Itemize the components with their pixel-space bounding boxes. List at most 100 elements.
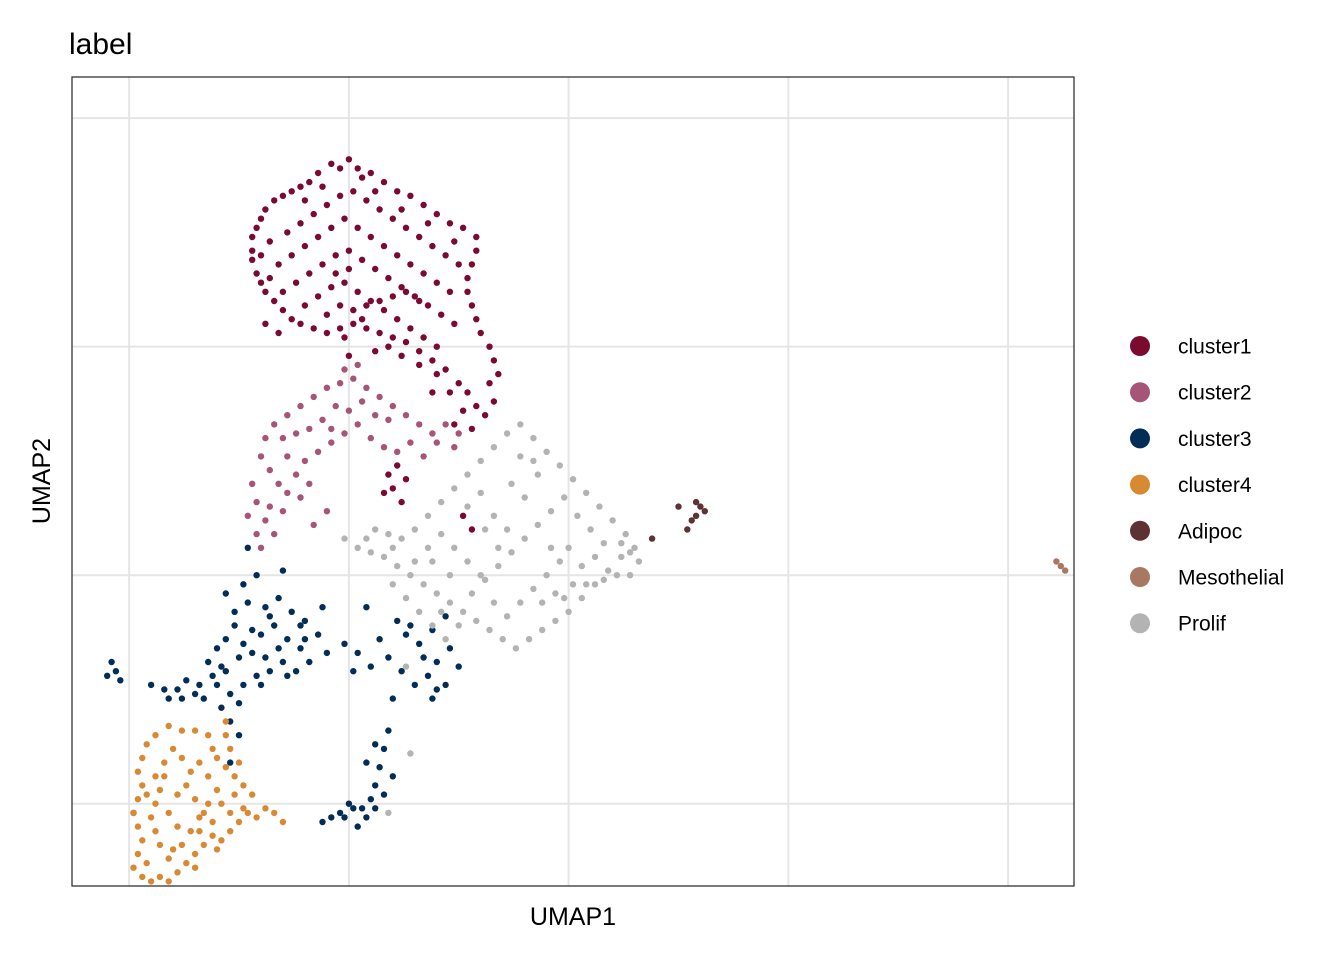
point-cluster4 (178, 841, 186, 849)
point-cluster1 (306, 178, 313, 186)
point-prolif (468, 590, 476, 597)
point-cluster4 (165, 809, 172, 817)
point-cluster1 (358, 256, 366, 263)
point-cluster3 (345, 800, 353, 807)
point-prolif (442, 636, 449, 643)
point-cluster4 (218, 800, 225, 807)
point-cluster3 (257, 681, 265, 689)
point-cluster4 (227, 828, 234, 835)
point-prolif (525, 636, 533, 643)
point-prolif (495, 544, 502, 551)
legend-key-prolif (1130, 613, 1150, 634)
point-cluster2 (354, 421, 361, 428)
point-cluster4 (183, 859, 190, 867)
point-cluster2 (301, 457, 309, 465)
point-mesothelial (1062, 567, 1069, 574)
point-prolif (508, 480, 515, 487)
point-cluster1 (323, 311, 331, 318)
point-cluster2 (380, 444, 388, 451)
point-cluster3 (372, 741, 379, 748)
point-prolif (486, 626, 493, 634)
point-cluster3 (196, 681, 203, 689)
point-cluster2 (310, 393, 317, 401)
point-prolif (547, 508, 555, 515)
point-cluster4 (169, 745, 177, 753)
point-cluster3 (367, 663, 374, 670)
point-cluster1 (253, 270, 260, 277)
point-cluster2 (429, 430, 436, 437)
point-prolif (380, 553, 388, 561)
point-prolif (530, 585, 537, 593)
point-mesothelial (1053, 558, 1060, 565)
point-cluster4 (222, 732, 229, 739)
point-cluster3 (161, 686, 168, 693)
point-prolif (464, 558, 471, 565)
point-prolif (556, 558, 563, 565)
point-cluster2 (266, 503, 273, 510)
point-prolif (609, 517, 616, 524)
point-prolif (543, 572, 550, 579)
point-cluster3 (112, 668, 120, 675)
point-cluster2 (249, 480, 256, 487)
point-cluster1 (385, 471, 392, 478)
point-cluster1 (442, 366, 449, 373)
point-cluster3 (407, 622, 414, 629)
point-cluster2 (416, 421, 423, 428)
point-cluster4 (205, 800, 212, 807)
point-cluster1 (341, 279, 348, 286)
point-cluster3 (323, 649, 331, 657)
point-prolif (490, 599, 498, 606)
point-cluster1 (451, 421, 458, 428)
point-cluster2 (358, 398, 366, 405)
legend-key-cluster3 (1130, 428, 1150, 449)
point-cluster1 (249, 247, 256, 254)
point-cluster4 (178, 754, 186, 762)
point-cluster1 (297, 220, 304, 227)
point-prolif (578, 594, 585, 602)
point-cluster3 (235, 732, 243, 739)
point-cluster3 (218, 663, 225, 670)
point-prolif (600, 576, 607, 583)
point-cluster3 (257, 631, 265, 638)
point-cluster3 (394, 617, 401, 625)
point-cluster2 (279, 434, 287, 442)
point-cluster1 (350, 320, 357, 327)
point-cluster4 (249, 791, 256, 798)
point-prolif (398, 535, 405, 542)
point-prolif (596, 503, 603, 510)
point-cluster1 (429, 242, 436, 250)
point-cluster3 (455, 663, 462, 670)
point-prolif (578, 562, 585, 570)
point-prolif (451, 544, 458, 551)
point-cluster1 (266, 274, 273, 282)
point-cluster3 (284, 672, 291, 679)
point-cluster1 (372, 348, 379, 355)
point-cluster3 (380, 745, 388, 753)
point-cluster1 (389, 293, 396, 300)
point-prolif (411, 558, 418, 565)
point-cluster3 (301, 636, 309, 643)
point-prolif (626, 572, 634, 579)
point-prolif (583, 489, 590, 497)
point-cluster1 (398, 498, 405, 506)
point-cluster3 (341, 814, 348, 821)
point-cluster4 (130, 809, 137, 817)
point-cluster4 (139, 837, 146, 844)
point-prolif (389, 581, 396, 588)
point-prolif (363, 535, 370, 542)
point-prolif (424, 512, 432, 519)
point-cluster4 (209, 818, 216, 826)
point-cluster2 (350, 375, 357, 382)
point-cluster2 (271, 421, 278, 428)
point-cluster1 (473, 316, 480, 323)
point-cluster3 (301, 617, 309, 625)
point-cluster1 (473, 402, 480, 410)
point-cluster4 (143, 741, 150, 748)
point-prolif (424, 544, 432, 551)
point-cluster4 (147, 814, 155, 821)
point-cluster1 (284, 229, 291, 236)
point-prolif (517, 453, 524, 460)
point-prolif (429, 622, 436, 629)
point-cluster2 (328, 439, 335, 446)
